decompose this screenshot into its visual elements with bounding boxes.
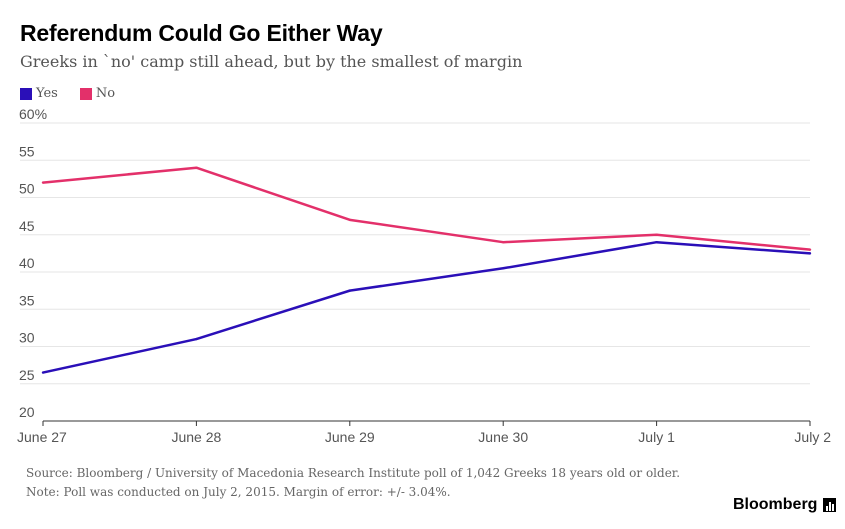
- poll-note: Note: Poll was conducted on July 2, 2015…: [26, 485, 451, 499]
- y-tick-label: 20: [19, 404, 35, 420]
- brand-label: Bloomberg: [733, 496, 818, 513]
- legend-swatch-yes: [20, 87, 32, 100]
- source-note: Source: Bloomberg / University of Macedo…: [26, 466, 681, 480]
- data-point-no: [41, 181, 45, 184]
- y-tick-label: 60%: [19, 106, 47, 122]
- data-point-yes: [41, 371, 45, 374]
- y-tick-label: 45: [19, 218, 35, 234]
- x-tick-label: June 27: [17, 429, 67, 445]
- legend-item-yes: Yes: [20, 86, 58, 101]
- chart-title: Referendum Could Go Either Way: [20, 20, 383, 46]
- data-point-no: [348, 218, 351, 222]
- bar-chart-icon: [823, 498, 837, 512]
- y-tick-label: 55: [19, 143, 35, 159]
- legend-label-yes: Yes: [36, 86, 58, 101]
- data-point-no: [808, 248, 812, 251]
- data-point-yes: [808, 252, 812, 255]
- y-tick-label: 40: [19, 255, 35, 271]
- data-point-yes: [348, 289, 351, 292]
- data-point-no: [655, 233, 658, 236]
- data-point-no: [195, 166, 198, 169]
- data-point-yes: [655, 241, 658, 244]
- data-point-yes: [502, 267, 505, 270]
- x-tick-label: June 28: [171, 429, 221, 445]
- series-line-no: [42, 166, 811, 251]
- y-tick-label: 50: [19, 181, 35, 197]
- bloomberg-brand: Bloomberg: [733, 496, 837, 514]
- y-tick-label: 30: [19, 330, 35, 346]
- x-tick-label: June 29: [325, 429, 375, 445]
- y-tick-label: 35: [19, 292, 35, 308]
- data-point-no: [502, 241, 505, 244]
- legend-label-no: No: [95, 86, 116, 101]
- y-tick-label: 25: [19, 367, 35, 383]
- legend-item-no: No: [79, 86, 116, 101]
- data-point-yes: [195, 337, 198, 341]
- legend-swatch-no: [79, 87, 92, 100]
- legend: Yes No: [20, 86, 115, 101]
- x-tick-label: July 2: [794, 429, 831, 445]
- x-tick-label: June 30: [478, 429, 528, 445]
- x-tick-label: July 1: [638, 429, 675, 445]
- series-line-yes: [42, 240, 811, 374]
- chart-subtitle: Greeks in `no' camp still ahead, but by …: [20, 52, 523, 71]
